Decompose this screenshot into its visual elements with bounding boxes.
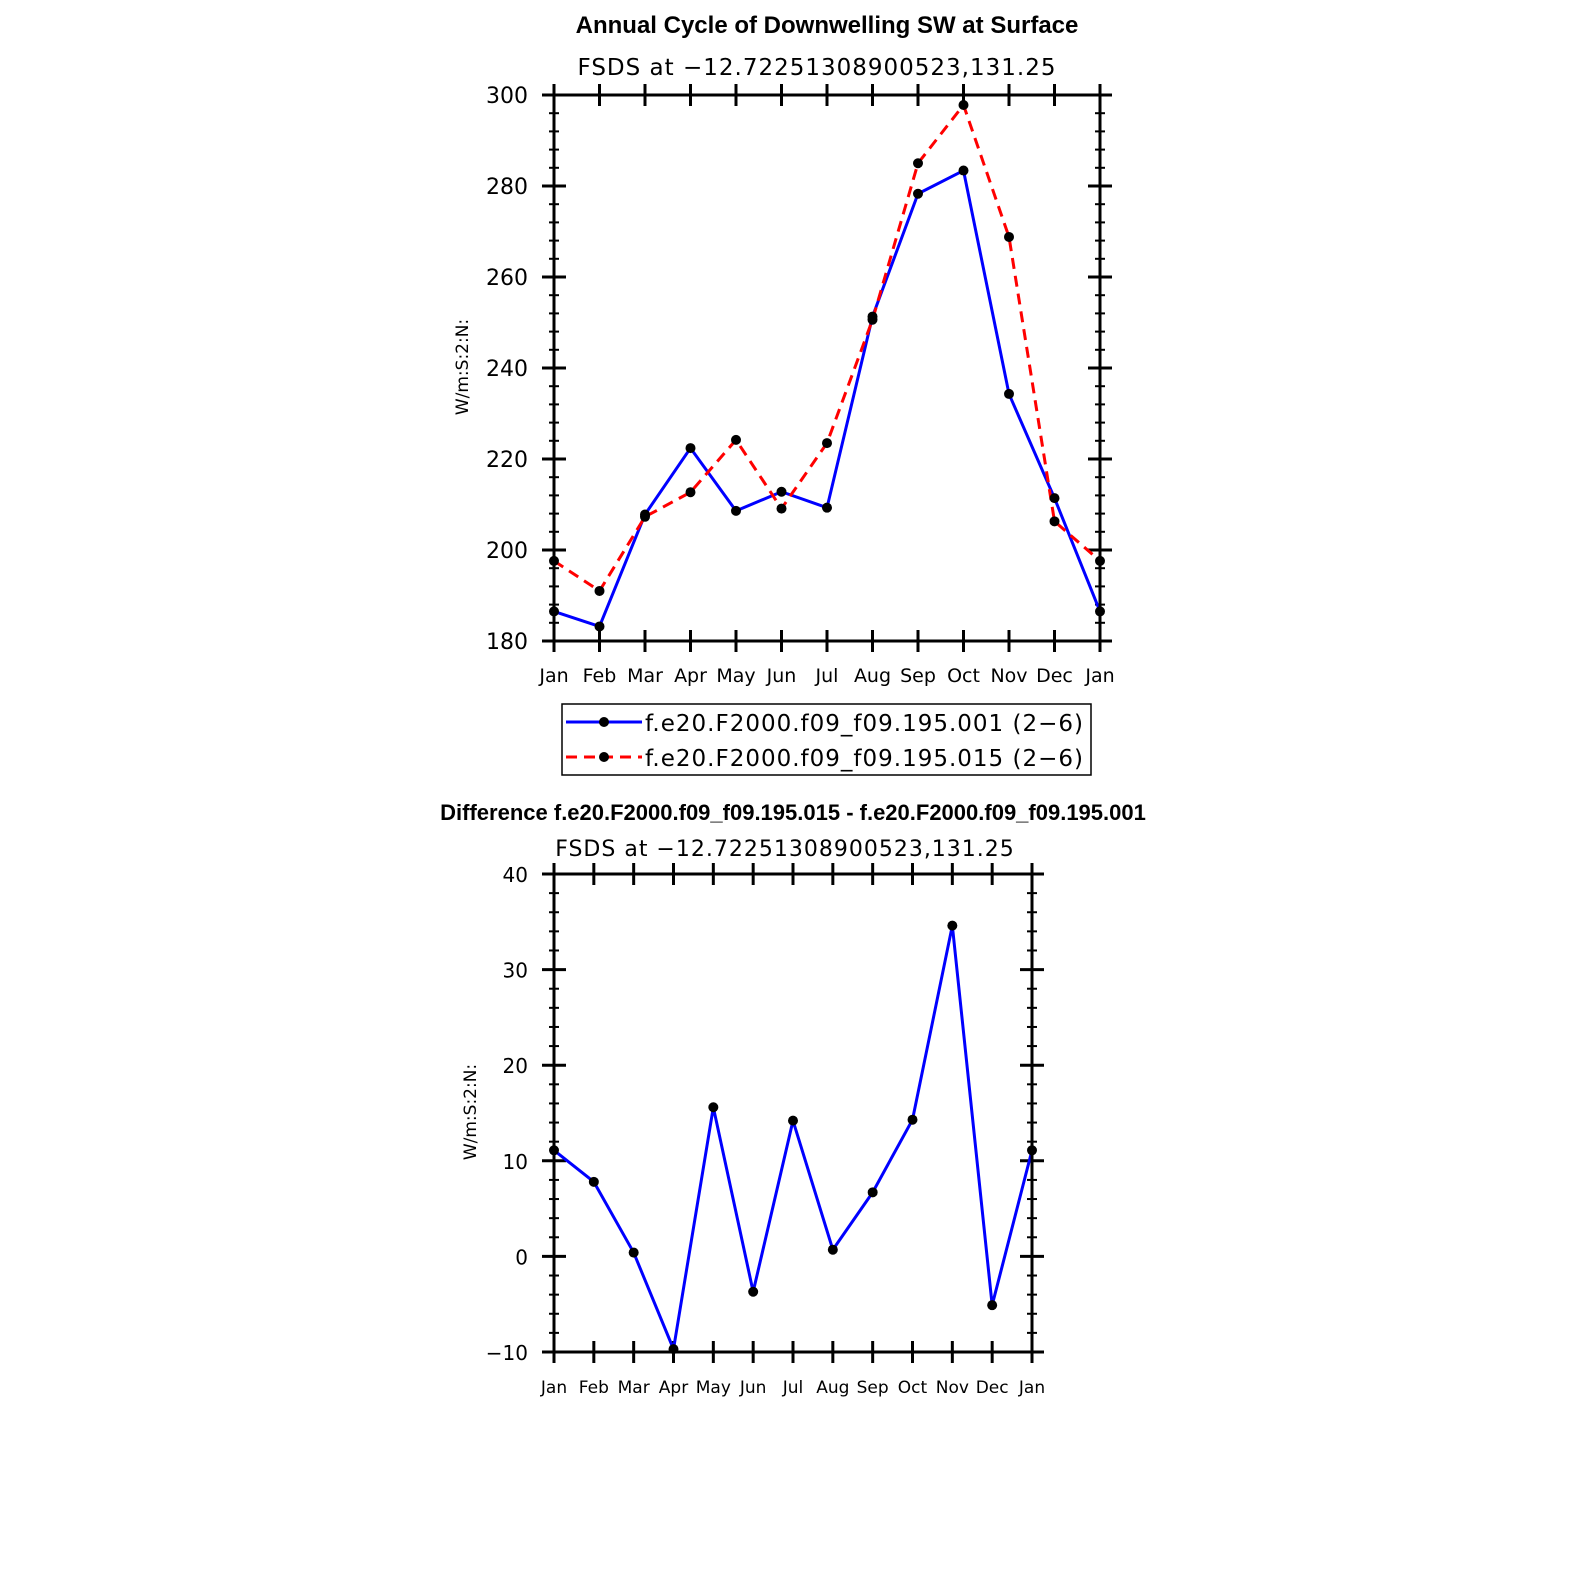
x-tick-label: Feb <box>583 665 617 687</box>
data-point-series-1 <box>1049 493 1060 504</box>
data-point-series-1 <box>827 1244 838 1255</box>
data-point-series-1 <box>588 1176 599 1187</box>
series-line-2 <box>553 103 1101 593</box>
y-tick-label: 20 <box>503 1054 528 1078</box>
data-point-series-2 <box>822 438 832 449</box>
data-point-series-1 <box>987 1300 998 1311</box>
top-y-tick-labels: 180 200 220 240 260 280 300 <box>486 84 528 655</box>
y-tick-label: 260 <box>486 266 528 291</box>
x-tick-label: Jul <box>815 665 839 687</box>
x-tick-label: Feb <box>579 1378 609 1398</box>
data-point-series-2 <box>640 511 650 522</box>
data-point-series-2 <box>594 585 605 596</box>
data-point-series-2 <box>958 100 969 111</box>
data-point-series-1 <box>947 920 958 931</box>
y-tick-label: 0 <box>515 1245 528 1269</box>
data-point-series-1 <box>788 1115 798 1126</box>
bottom-y-tick-labels: −10 0 10 20 30 40 <box>486 863 528 1365</box>
y-tick-label: −10 <box>486 1341 528 1365</box>
bottom-x-tick-labels: Jan Feb Mar Apr May Jun Jul Aug Sep Oct Nov Dec Jan <box>540 1378 1045 1398</box>
series-line-1 <box>553 169 1102 628</box>
x-tick-label: Aug <box>816 1378 849 1398</box>
series-line-1 <box>553 924 1034 1351</box>
top-axis-ticks <box>542 84 1112 652</box>
y-tick-label: 40 <box>503 863 528 887</box>
data-point-series-1 <box>913 188 923 199</box>
x-tick-label: Jan <box>1084 665 1114 687</box>
data-point-series-2 <box>776 503 787 514</box>
x-tick-label: Nov <box>936 1378 969 1398</box>
plot-frame <box>552 872 1034 1354</box>
x-tick-label: May <box>696 1378 731 1398</box>
x-tick-label: Sep <box>857 1378 889 1398</box>
chart-title: Annual Cycle of Downwelling SW at Surfac… <box>576 12 1079 39</box>
y-tick-label: 200 <box>486 539 528 564</box>
data-point-series-2 <box>1049 516 1060 527</box>
data-point-series-1 <box>907 1114 918 1125</box>
y-axis-label: W/m:S:2:N: <box>461 1064 481 1160</box>
legend: f.e20.F2000.f09_f09.195.001 (2−6) f.e20.… <box>561 703 1092 776</box>
x-tick-label: Jun <box>739 1378 767 1398</box>
y-tick-label: 220 <box>486 448 528 473</box>
top-x-tick-labels: Jan Feb Mar Apr May Jun Jul Aug Sep Oct Nov Dec Jan <box>538 665 1114 687</box>
x-tick-label: Dec <box>976 1378 1009 1398</box>
x-tick-label: Apr <box>659 1378 688 1398</box>
x-tick-label: Oct <box>947 665 980 687</box>
y-axis-label: W/m:S:2:N: <box>453 319 473 415</box>
x-tick-label: Oct <box>898 1378 928 1398</box>
data-point-series-1 <box>958 165 969 176</box>
legend-label-series-2: f.e20.F2000.f09_f09.195.015 (2−6) <box>645 746 1084 772</box>
x-tick-label: Jul <box>782 1378 804 1398</box>
y-tick-label: 240 <box>486 357 528 382</box>
data-point-series-1 <box>1004 388 1014 399</box>
data-point-series-2 <box>685 487 696 498</box>
legend-entry-series-2: f.e20.F2000.f09_f09.195.015 (2−6) <box>566 746 1084 772</box>
x-tick-label: Aug <box>854 665 891 687</box>
legend-marker-series-2 <box>599 752 609 762</box>
top-series-layer <box>549 100 1105 632</box>
legend-entry-series-1: f.e20.F2000.f09_f09.195.001 (2−6) <box>566 711 1084 737</box>
chart-subtitle: FSDS at −12.72251308900523,131.25 <box>578 55 1057 81</box>
bottom-series-layer <box>549 920 1037 1355</box>
x-tick-label: Mar <box>618 1378 650 1398</box>
x-tick-label: Jan <box>1018 1378 1045 1398</box>
x-tick-label: Jan <box>538 665 568 687</box>
x-tick-label: Jan <box>540 1378 567 1398</box>
plot-frame <box>552 93 1102 643</box>
difference-chart: Difference f.e20.F2000.f09_f09.195.015 -… <box>440 800 1146 1398</box>
legend-label-series-1: f.e20.F2000.f09_f09.195.001 (2−6) <box>645 711 1084 737</box>
legend-marker-series-1 <box>599 717 609 727</box>
annual-cycle-chart: Annual Cycle of Downwelling SW at Surfac… <box>453 12 1115 776</box>
data-point-series-1 <box>776 486 787 497</box>
data-point-series-1 <box>628 1247 639 1258</box>
data-point-series-1 <box>748 1286 759 1297</box>
data-point-series-1 <box>822 502 832 513</box>
x-tick-label: May <box>716 665 755 687</box>
data-point-series-1 <box>594 621 605 632</box>
y-tick-label: 10 <box>503 1150 528 1174</box>
x-tick-label: Mar <box>627 665 663 687</box>
x-tick-label: Nov <box>990 665 1027 687</box>
data-point-series-2 <box>1004 231 1014 242</box>
chart-title: Difference f.e20.F2000.f09_f09.195.015 -… <box>440 800 1146 825</box>
data-point-series-2 <box>731 434 741 445</box>
x-tick-label: Dec <box>1036 665 1073 687</box>
bottom-axis-ticks <box>542 863 1044 1363</box>
data-point-series-1 <box>685 443 696 454</box>
x-tick-label: Sep <box>900 665 936 687</box>
data-point-series-2 <box>913 158 923 169</box>
y-tick-label: 180 <box>486 630 528 655</box>
y-tick-label: 280 <box>486 175 528 200</box>
y-tick-label: 30 <box>503 959 528 983</box>
data-point-series-1 <box>708 1102 719 1113</box>
chart-subtitle: FSDS at −12.72251308900523,131.25 <box>555 837 1015 862</box>
data-point-series-1 <box>731 505 741 516</box>
data-point-series-1 <box>867 1187 878 1198</box>
x-tick-label: Jun <box>766 665 797 687</box>
data-point-series-2 <box>867 314 878 325</box>
x-tick-label: Apr <box>674 665 707 687</box>
y-tick-label: 300 <box>486 84 528 109</box>
legend-box <box>561 703 1092 776</box>
